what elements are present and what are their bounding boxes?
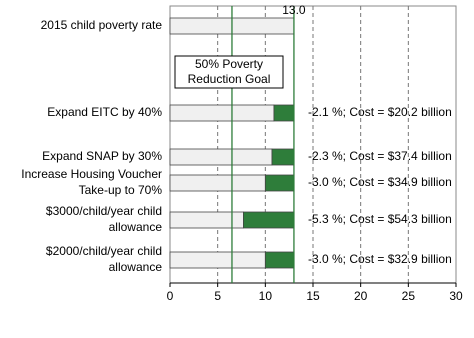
bar <box>243 211 295 229</box>
reference-label: Reduction Goal <box>188 72 271 86</box>
category-label: Expand EITC by 40% <box>47 105 162 119</box>
annotation: -3.0 %; Cost = $32.9 billion <box>308 252 452 266</box>
category-label: allowance <box>109 260 163 274</box>
x-tick-label: 25 <box>402 289 416 303</box>
bar <box>264 174 295 192</box>
bar <box>169 104 275 122</box>
bar <box>271 148 295 166</box>
category-label: $2000/child/year child <box>46 244 162 258</box>
value-label: 13.0 <box>282 3 306 17</box>
bar <box>169 174 266 192</box>
annotation: -5.3 %; Cost = $54.3 billion <box>308 212 452 226</box>
reference-label: 50% Poverty <box>195 57 263 71</box>
bar <box>169 251 266 269</box>
plot-frame <box>169 5 457 284</box>
category-label: Increase Housing Voucher <box>21 167 162 181</box>
category-label: $3000/child/year child <box>46 204 162 218</box>
category-label: allowance <box>109 220 163 234</box>
annotation: -2.1 %; Cost = $20.2 billion <box>308 105 452 119</box>
category-label: Take-up to 70% <box>79 183 163 197</box>
x-tick-label: 5 <box>214 289 221 303</box>
category-label: Expand SNAP by 30% <box>42 149 162 163</box>
bar <box>169 148 273 166</box>
bar <box>264 251 295 269</box>
x-tick-label: 15 <box>306 289 320 303</box>
category-label: 2015 child poverty rate <box>41 18 163 32</box>
x-tick-label: 10 <box>259 289 273 303</box>
annotation: -2.3 %; Cost = $37.4 billion <box>308 149 452 163</box>
x-tick-label: 0 <box>167 289 174 303</box>
goal-box <box>174 55 284 89</box>
x-tick-label: 20 <box>354 289 368 303</box>
bar <box>273 104 295 122</box>
annotation: -3.0 %; Cost = $34.9 billion <box>308 175 452 189</box>
x-tick-label: 30 <box>449 289 463 303</box>
